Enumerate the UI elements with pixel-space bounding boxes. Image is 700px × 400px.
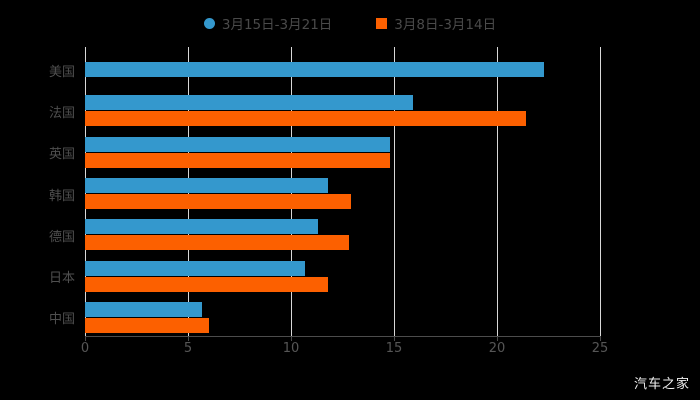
x-tick-mark-5 (188, 336, 189, 341)
bar-中国-series1 (85, 301, 203, 317)
x-tick-label-5: 5 (183, 341, 193, 356)
chart-legend: 3月15日-3月21日 3月8日-3月14日 (0, 10, 700, 36)
bar-日本-series1 (85, 260, 306, 276)
watermark: 汽车之家 (633, 377, 690, 392)
bar-美国-series1 (85, 62, 545, 78)
bar-德国-series1 (85, 219, 318, 235)
y-axis-label-英国: 英国 (48, 147, 75, 163)
x-tick-mark-25 (600, 336, 601, 341)
bar-英国-series2 (85, 152, 390, 168)
y-axis-label-美国: 美国 (48, 64, 75, 80)
bar-日本-series2 (85, 276, 329, 292)
y-axis-label-日本: 日本 (48, 271, 75, 287)
y-axis-label-法国: 法国 (48, 105, 75, 121)
y-axis-label-中国: 中国 (48, 312, 75, 328)
bar-中国-series2 (85, 317, 209, 333)
square-marker-icon (376, 17, 388, 29)
legend-item-0[interactable]: 3月15日-3月21日 (203, 13, 333, 33)
x-tick-label-0: 0 (80, 341, 90, 356)
legend-label: 3月15日-3月21日 (221, 17, 333, 33)
x-tick-mark-10 (291, 336, 292, 341)
x-tick-mark-20 (497, 336, 498, 341)
x-tick-label-20: 20 (488, 341, 506, 356)
bar-法国-series1 (85, 95, 413, 111)
bar-法国-series2 (85, 111, 526, 127)
gridline-25 (600, 47, 601, 336)
x-tick-label-15: 15 (385, 341, 403, 356)
y-axis-label-德国: 德国 (48, 229, 75, 245)
plot-area (85, 47, 601, 336)
y-axis-label-韩国: 韩国 (48, 188, 75, 204)
gridline-20 (497, 47, 498, 336)
x-tick-mark-0 (85, 336, 86, 341)
y-axis-category-labels: 美国法国英国韩国德国日本中国 (0, 47, 75, 336)
x-tick-label-25: 25 (591, 341, 609, 356)
x-tick-mark-15 (394, 336, 395, 341)
bar-韩国-series1 (85, 178, 329, 193)
gridline-15 (394, 47, 395, 336)
legend-item-1[interactable]: 3月8日-3月14日 (376, 13, 496, 33)
legend-label: 3月8日-3月14日 (394, 17, 497, 33)
bar-英国-series1 (85, 136, 390, 152)
x-tick-label-10: 10 (282, 341, 300, 356)
bar-韩国-series2 (85, 194, 351, 209)
x-axis-line (85, 336, 600, 337)
circle-marker-icon (203, 17, 215, 29)
bar-德国-series2 (85, 235, 349, 251)
